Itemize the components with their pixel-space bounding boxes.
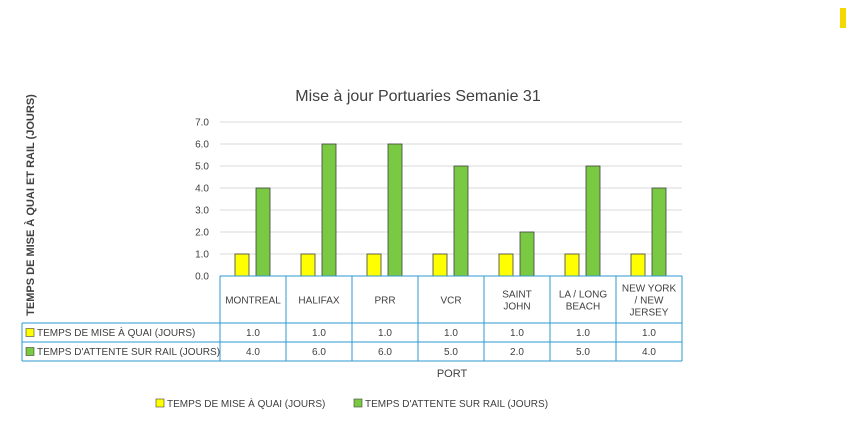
table-cell: 1.0 [444,328,458,339]
table-cell: 5.0 [576,347,590,358]
table-cell: 5.0 [444,347,458,358]
y-tick-label: 4.0 [195,184,209,195]
bar-rail-5 [585,165,601,277]
bar-quai-4 [498,253,514,277]
x-axis-label: PORT [437,368,468,380]
legend-key [353,398,363,408]
category-label: VCR [440,296,461,307]
bar-rail-6 [651,187,667,277]
category-label: HALIFAX [298,296,339,307]
bar-rail-1 [321,143,337,277]
table-row-label: TEMPS DE MISE À QUAI (JOURS) [37,326,195,339]
table-legend-key [25,347,35,356]
table-legend-key [25,328,35,337]
bar-rail-4 [519,231,535,277]
bar-quai-2 [366,253,382,277]
legend-key [155,398,165,408]
y-tick-label: 1.0 [195,250,209,261]
bar-rail-3 [453,165,469,277]
chart-title: Mise à jour Portuaries Semanie 31 [295,88,541,105]
bar-quai-0 [234,253,250,277]
legend-label: TEMPS D'ATTENTE SUR RAIL (JOURS) [365,399,548,410]
bar-rail-0 [255,187,271,277]
table-cell: 1.0 [576,328,590,339]
category-label: NEW YORK / NEW JERSEY [622,284,677,319]
category-label: SAINT JOHN [502,290,531,313]
category-label: LA / LONG BEACH [559,290,608,313]
yellow-accent-mark [840,8,846,28]
table-cell: 6.0 [378,347,392,358]
table-row-label: TEMPS D'ATTENTE SUR RAIL (JOURS) [37,347,220,358]
bar-quai-1 [300,253,316,277]
category-label: PRR [374,296,395,307]
table-cell: 1.0 [378,328,392,339]
table-cell: 1.0 [642,328,656,339]
table-cell: 1.0 [246,328,260,339]
legend-label: TEMPS DE MISE À QUAI (JOURS) [167,397,325,410]
bar-quai-3 [432,253,448,277]
bar-rail-2 [387,143,403,277]
table-cell: 4.0 [246,347,260,358]
y-tick-label: 3.0 [195,206,209,217]
table-cell: 6.0 [312,347,326,358]
bar-quai-6 [630,253,646,277]
y-tick-label: 0.0 [195,272,209,283]
y-tick-label: 6.0 [195,140,209,151]
table-cell: 2.0 [510,347,524,358]
y-tick-label: 5.0 [195,162,209,173]
y-tick-label: 2.0 [195,228,209,239]
table-cell: 1.0 [312,328,326,339]
table-cell: 4.0 [642,347,656,358]
y-tick-label: 7.0 [195,118,209,129]
table-cell: 1.0 [510,328,524,339]
category-label: MONTREAL [225,296,281,307]
bar-quai-5 [564,253,580,277]
y-axis-label: TEMPS DE MISE À QUAI ET RAIL (JOURS) [24,94,37,316]
